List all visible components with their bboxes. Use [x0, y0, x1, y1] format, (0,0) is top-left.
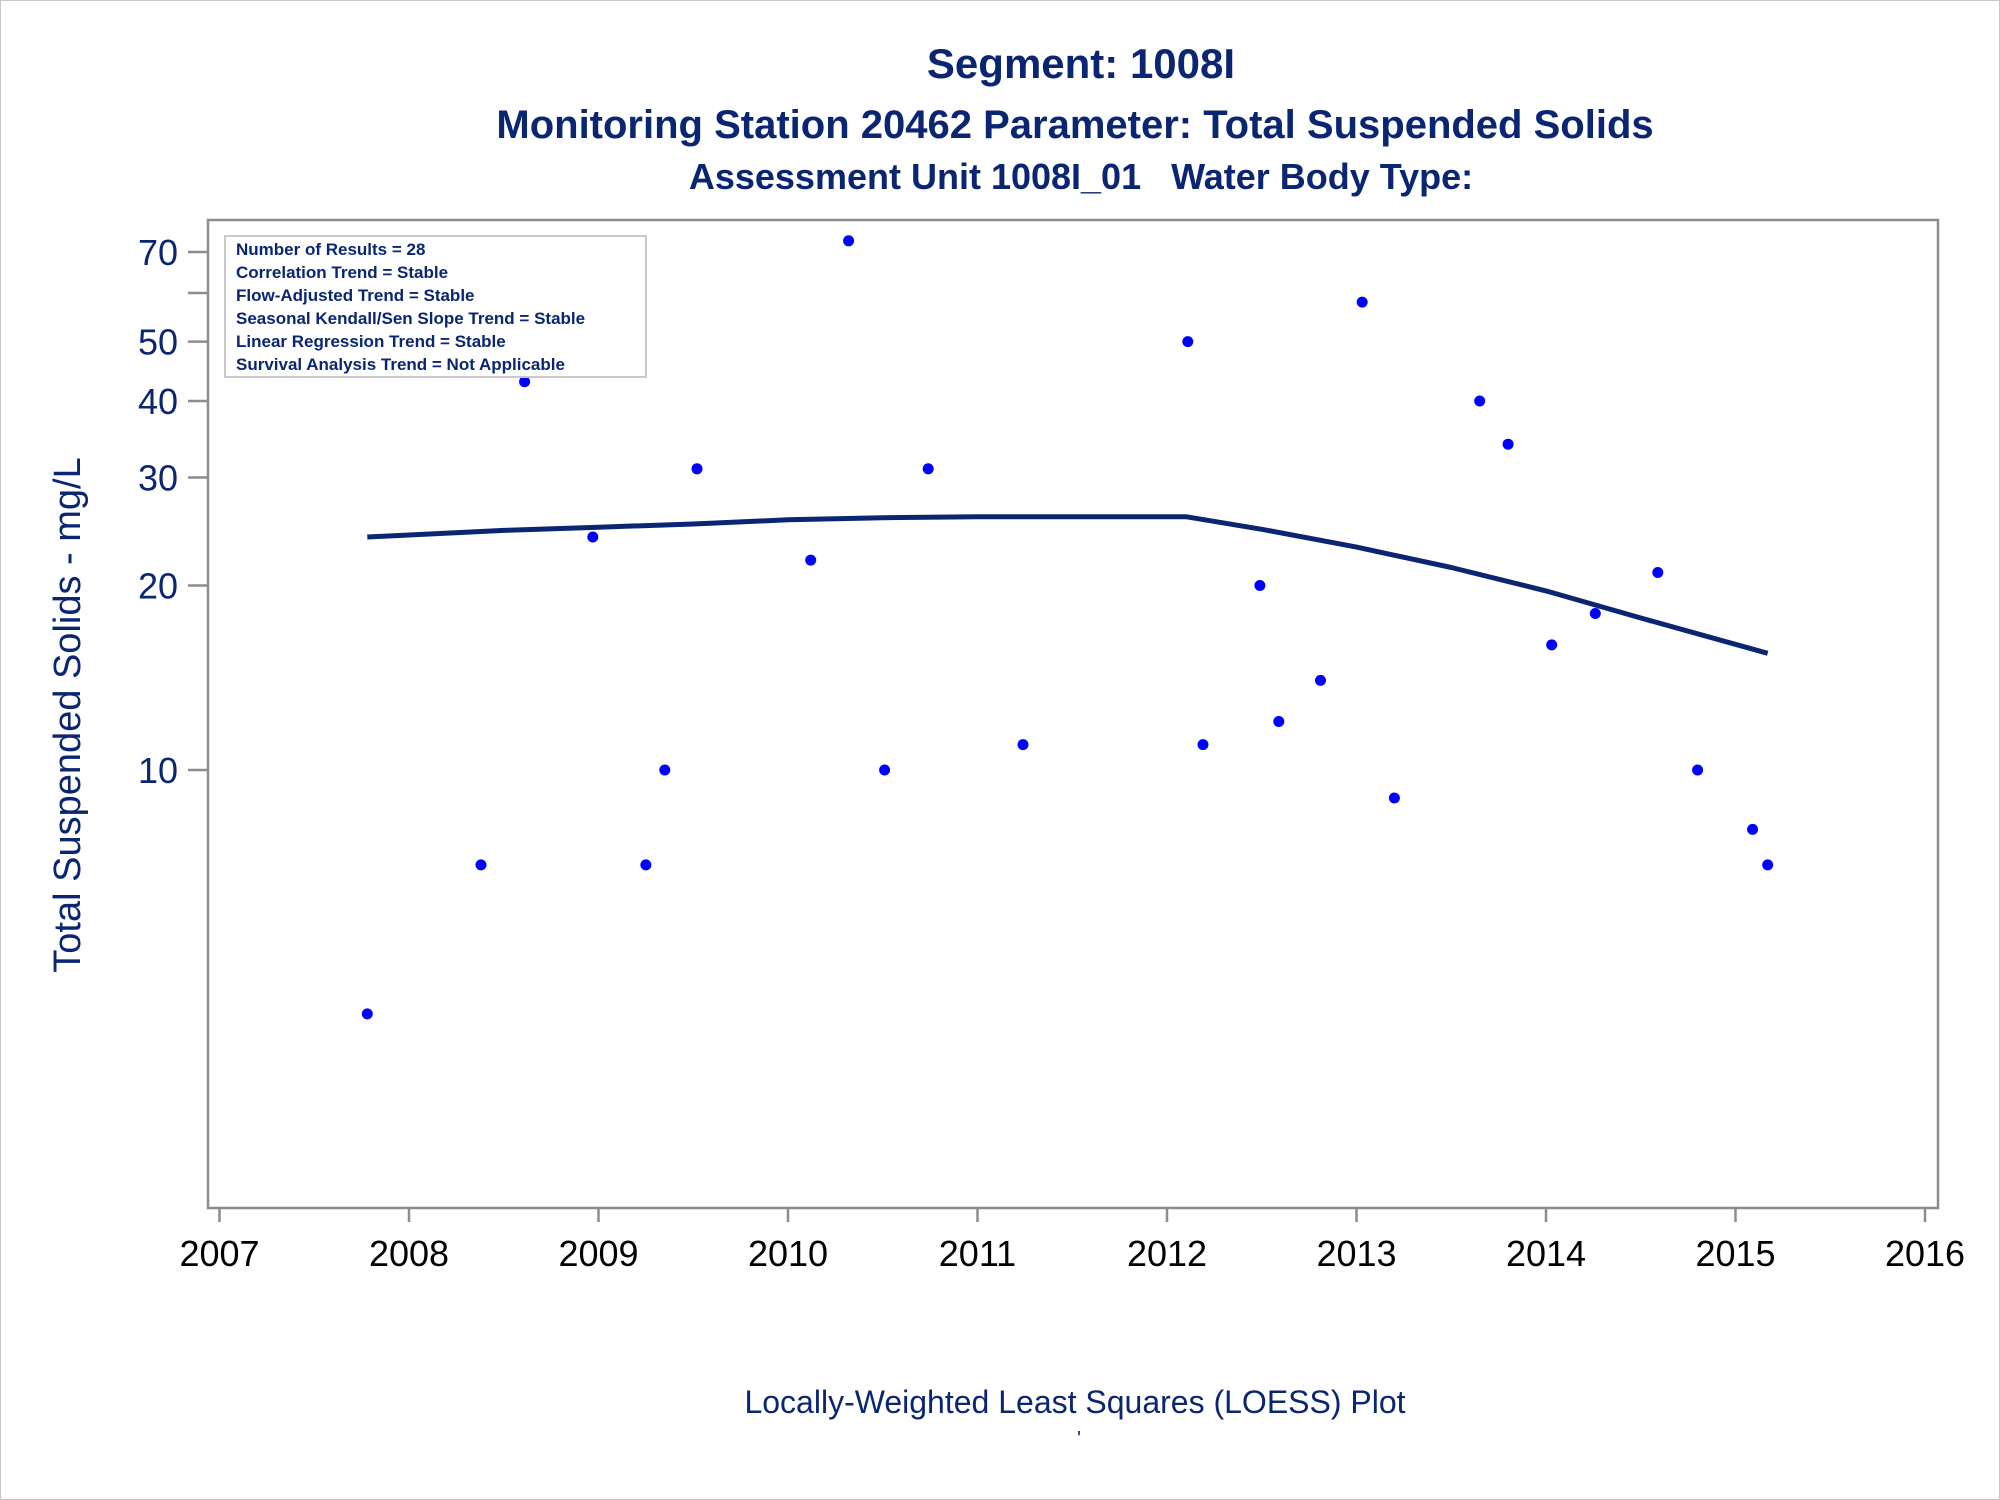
y-axis-label: Total Suspended Solids - mg/L [47, 457, 89, 972]
data-point [1017, 739, 1029, 751]
data-point [922, 463, 934, 475]
data-point [1589, 608, 1601, 619]
inset-line-correlation: Correlation Trend = Stable [236, 263, 448, 282]
x-axis: 2007 2008 2009 2010 2011 2012 2013 2014 2015 2016 [179, 1208, 1965, 1274]
x-tick-label: 2010 [748, 1233, 828, 1274]
y-tick-label: 40 [138, 381, 178, 422]
x-axis-label: Locally-Weighted Least Squares (LOESS) P… [744, 1384, 1405, 1420]
data-point [1388, 792, 1400, 804]
inset-line-flow-adjusted: Flow-Adjusted Trend = Stable [236, 286, 475, 305]
y-tick-label: 10 [138, 750, 178, 791]
y-tick-label: 30 [138, 458, 178, 499]
inset-line-survival-analysis: Survival Analysis Trend = Not Applicable [236, 355, 565, 374]
stats-inset-box [224, 235, 647, 378]
x-tick-label: 2012 [1127, 1233, 1207, 1274]
chart-subtitle: Monitoring Station 20462 Parameter: Tota… [496, 103, 1653, 147]
data-point [1747, 823, 1759, 835]
x-tick-label: 2007 [179, 1233, 259, 1274]
data-point [1502, 438, 1514, 450]
data-point [879, 764, 891, 776]
chart-subtitle-2: Assessment Unit 1008I_01 Water Body Type… [689, 156, 1473, 197]
x-tick-label: 2014 [1506, 1233, 1586, 1274]
data-point [1182, 336, 1194, 348]
x-tick-label: 2011 [939, 1233, 1016, 1274]
plot-area-frame [206, 218, 1940, 1210]
data-point [587, 531, 599, 543]
data-point [1692, 764, 1704, 776]
y-tick-label: 50 [138, 322, 178, 363]
inset-line-seasonal-kendall: Seasonal Kendall/Sen Slope Trend = Stabl… [236, 309, 585, 328]
x-tick-label: 2013 [1316, 1233, 1396, 1274]
data-point [691, 463, 703, 475]
chart-title: Segment: 1008I [927, 40, 1235, 87]
data-point [843, 235, 855, 247]
data-point [1273, 716, 1285, 727]
x-tick-label: 2015 [1695, 1233, 1775, 1274]
data-point [475, 859, 487, 871]
data-point [361, 1008, 373, 1020]
loess-trend-line [367, 514, 1769, 656]
x-tick-label: 2009 [558, 1233, 638, 1274]
inset-line-results: Number of Results = 28 [236, 240, 425, 259]
data-point [1254, 580, 1266, 591]
data-point [1356, 296, 1368, 308]
y-tick-label: 20 [138, 565, 178, 606]
data-point [1652, 567, 1664, 578]
y-tick-label: 70 [138, 232, 178, 273]
x-tick-label: 2016 [1885, 1233, 1965, 1274]
data-point [519, 376, 531, 388]
footnote-mark: ' [1077, 1428, 1081, 1450]
data-point [1762, 859, 1774, 871]
data-point [1474, 395, 1486, 407]
data-point [805, 554, 817, 566]
y-axis: 10 20 30 40 50 70 [138, 232, 208, 791]
data-point [640, 859, 652, 871]
data-point [1546, 639, 1558, 651]
x-tick-label: 2008 [369, 1233, 449, 1274]
data-point [659, 764, 671, 776]
data-point [1315, 674, 1326, 686]
inset-line-linear-regression: Linear Regression Trend = Stable [236, 332, 506, 351]
stats-inset: Number of Results = 28 Correlation Trend… [224, 235, 647, 378]
data-point [1197, 739, 1209, 751]
